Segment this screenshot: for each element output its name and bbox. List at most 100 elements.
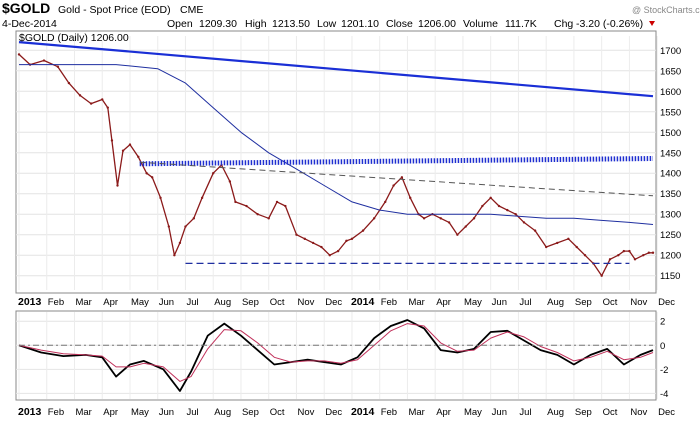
price-data-point [651,251,655,254]
top-x-tick-label: Sep [242,297,259,308]
bottom-x-tick-label: Feb [48,407,64,418]
price-data-point [121,149,125,152]
oscillator-series-signal [18,323,654,382]
exchange-label: CME [180,4,203,16]
price-data-point [328,254,331,257]
price-data-point [101,98,104,101]
price-data-point [575,245,578,249]
top-x-tick-label: Oct [270,297,285,308]
chg-down-arrow-icon [649,21,655,26]
price-data-point [110,139,114,142]
price-series--gold-daily- [18,53,653,277]
bottom-x-tick-label: Sep [575,407,592,418]
oscillator-series-group [18,319,654,392]
symbol-title: $GOLD [2,0,50,16]
price-data-point [567,237,570,241]
top-x-tick-label: Oct [603,297,618,308]
top-x-tick-label: Nov [297,297,314,308]
price-data-point [245,204,248,208]
price-legend: $GOLD (Daily) 1206.00 [19,32,129,44]
price-data-point [159,196,162,200]
price-data-point [647,251,651,254]
top-x-tick-label: Jul [519,297,531,308]
chg-label: Chg [554,18,573,30]
price-data-point [392,184,395,187]
price-data-point [78,94,82,97]
price-data-point [422,217,426,220]
bottom-x-tick-label: Nov [630,407,647,418]
top-x-tick-label: May [131,297,149,308]
price-y-tick-label: 1350 [660,189,681,200]
price-data-point [311,241,315,245]
price-data-point [256,213,259,216]
price-data-point [212,172,215,175]
bottom-x-tick-label: Mar [408,407,424,418]
price-data-point [464,225,467,228]
bottom-x-tick-label: Oct [270,407,285,418]
price-data-point [275,200,279,204]
price-data-point [439,217,442,220]
volume-value: 111.7K [505,18,537,30]
price-data-point [167,225,171,228]
top-x-tick-label: Aug [547,297,564,308]
price-data-point [409,196,412,200]
price-data-point [106,106,109,109]
top-x-tick-label: Apr [436,297,451,308]
bottom-x-tick-label: Aug [214,407,231,418]
oscillator-series-oscillator [18,319,654,392]
top-x-tick-label: Mar [75,297,91,308]
price-data-point [345,239,348,243]
price-data-point [42,59,46,62]
price-data-point [137,155,140,159]
top-x-tick-label: Dec [658,297,675,308]
price-data-point [628,249,631,253]
price-series-moving-average [19,64,654,225]
oscillator-y-axis: -4 -2 0 2 [660,317,668,400]
price-data-point [284,204,287,208]
top-x-tick-label: Feb [48,297,64,308]
chg-value: -3.20 (-0.26%) [576,18,643,30]
price-data-point [228,180,232,183]
top-x-tick-label: May [464,297,482,308]
price-y-tick-label: 1600 [660,87,681,98]
top-x-tick-label: Mar [408,297,424,308]
price-data-point [178,241,182,245]
bottom-x-tick-label: Apr [103,407,118,418]
x-axis-bottom: 2013 Feb Mar Apr May Jun Jul Aug Sep Oct Nov Dec 201… [18,406,675,418]
price-data-point [489,196,492,200]
price-data-point [472,217,476,220]
price-y-tick-label: 1150 [660,271,680,282]
top-x-tick-label: 2013 [18,296,42,308]
price-y-tick-label: 1500 [660,128,681,139]
price-y-tick-label: 1700 [660,46,681,57]
bottom-x-tick-label: Jun [492,407,507,418]
price-data-point [56,65,60,68]
x-axis-top: 2013 Feb Mar Apr May Jun Jul Aug Sep Oct Nov Dec 201… [18,296,675,308]
price-data-point [633,258,637,261]
price-data-point [447,221,451,224]
price-data-point [295,233,298,236]
price-series-gray-trendline [139,161,654,197]
bottom-x-tick-label: May [131,407,149,418]
price-data-point [361,229,365,232]
price-y-tick-label: 1250 [660,230,681,241]
price-data-point [116,184,119,187]
bottom-x-tick-label: Nov [297,407,314,418]
quote-date: 4-Dec-2014 [2,18,57,30]
price-data-point [267,217,270,220]
bottom-x-tick-label: Dec [325,407,342,418]
price-data-point [336,249,340,253]
price-data-point [506,208,509,212]
price-data-point [67,81,71,85]
price-data-point [556,241,559,245]
high-label: High [245,18,267,30]
top-x-tick-label: Apr [103,297,118,308]
price-data-point [533,229,537,232]
price-data-point [184,225,187,228]
price-data-point [481,204,484,208]
open-label: Open [167,18,193,30]
top-x-tick-label: Jun [159,297,174,308]
price-y-tick-label: 1200 [660,251,681,262]
price-data-point [514,213,517,216]
